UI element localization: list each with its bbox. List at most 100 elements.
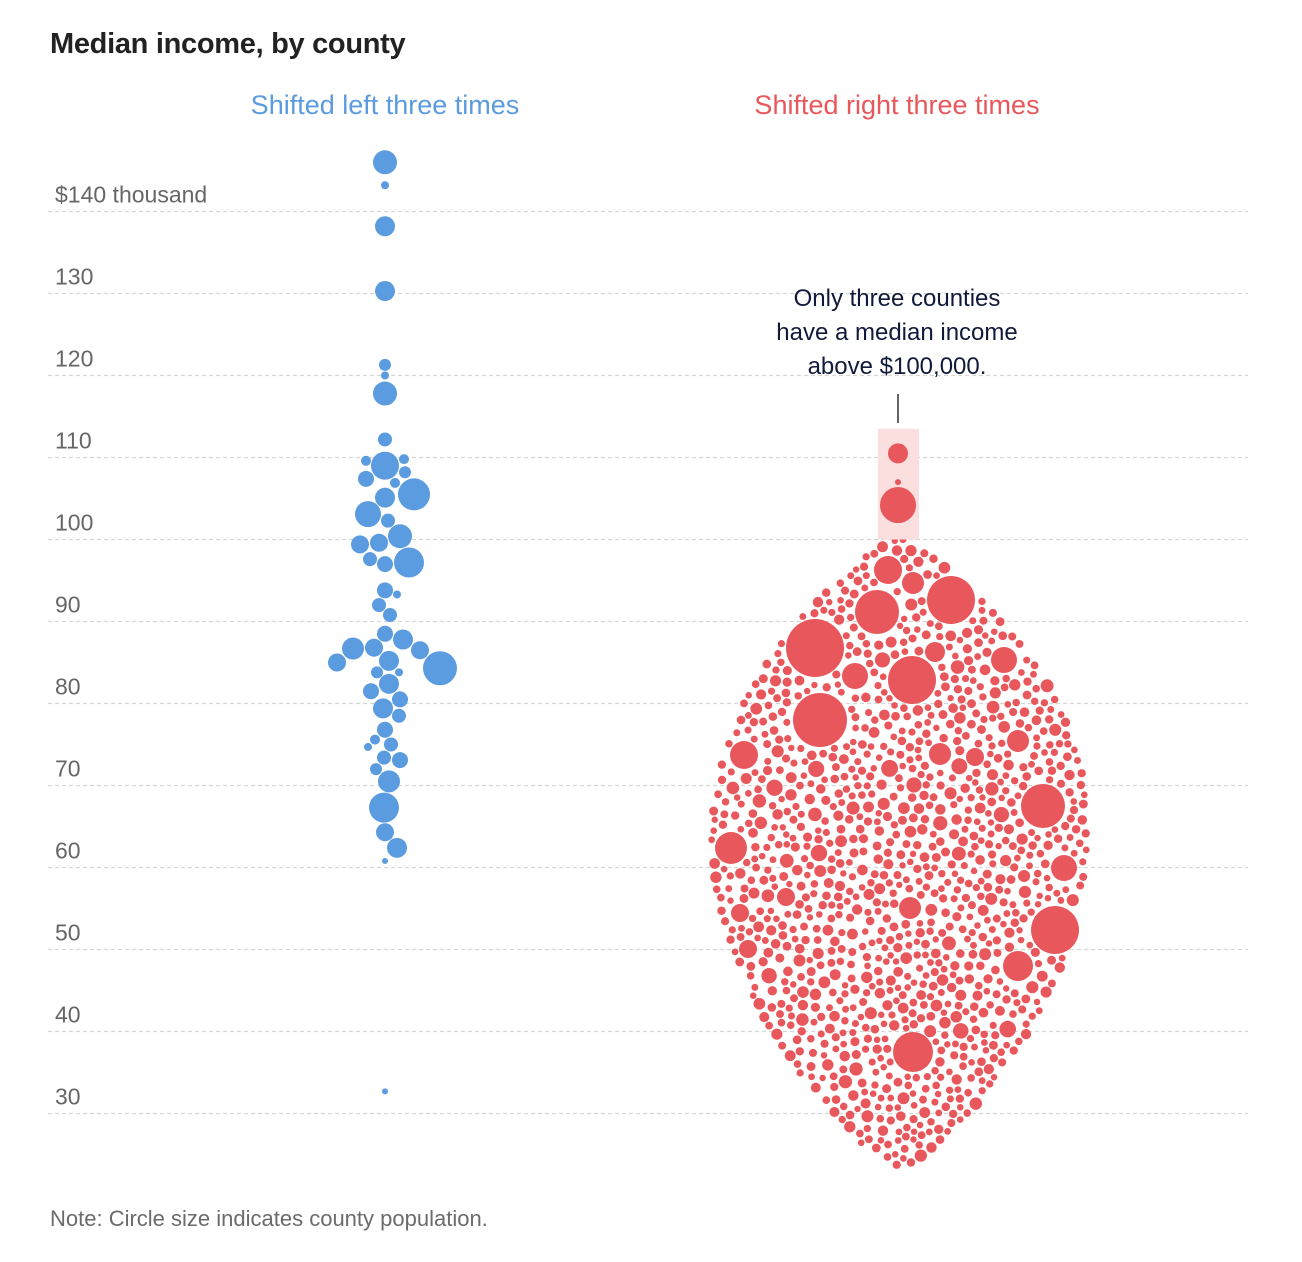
data-point (1015, 719, 1025, 728)
data-point (1004, 700, 1012, 708)
series-label-shifted-left: Shifted left three times (250, 90, 520, 120)
data-point (946, 1095, 954, 1103)
data-point (797, 1027, 806, 1036)
data-point (922, 729, 931, 739)
data-point (1000, 683, 1009, 692)
data-point (1040, 859, 1050, 869)
data-point (945, 630, 957, 642)
data-point (775, 953, 785, 963)
data-point (914, 721, 923, 729)
data-point (848, 948, 857, 957)
data-point (795, 1047, 804, 1056)
data-point (1027, 908, 1035, 916)
data-point (955, 989, 967, 1001)
data-point (982, 647, 992, 658)
data-point (819, 1074, 826, 1082)
data-point (922, 863, 930, 871)
data-point (936, 837, 945, 846)
data-point (1019, 914, 1028, 923)
data-point (848, 765, 856, 773)
data-point (996, 978, 1004, 985)
data-point (1045, 776, 1054, 784)
data-point (735, 868, 746, 879)
data-point (902, 626, 911, 635)
data-point (1079, 858, 1087, 866)
data-point (910, 1101, 918, 1109)
data-point (863, 750, 871, 758)
data-point (1028, 829, 1036, 837)
data-point (737, 800, 745, 808)
data-point (925, 801, 934, 810)
data-point (370, 533, 388, 552)
data-point (945, 922, 954, 931)
data-point (886, 838, 895, 847)
data-point (922, 972, 930, 979)
data-point (764, 757, 772, 765)
data-point (730, 741, 758, 769)
data-point (873, 854, 884, 864)
data-point (829, 803, 837, 811)
data-point (827, 855, 836, 863)
data-point (799, 613, 807, 621)
data-point (849, 834, 858, 844)
data-point (384, 737, 398, 752)
data-point (791, 935, 799, 943)
y-tick-label: 30 (55, 1084, 81, 1110)
data-point (837, 944, 846, 953)
data-point (951, 814, 962, 825)
data-point (1028, 760, 1035, 768)
data-point (810, 890, 818, 898)
data-point (976, 961, 985, 971)
data-point (919, 852, 930, 863)
data-point (849, 738, 857, 746)
data-point (944, 1127, 952, 1135)
data-point (803, 832, 813, 842)
data-point (393, 629, 413, 650)
data-point (852, 893, 860, 901)
data-point (763, 947, 774, 958)
data-point (794, 675, 805, 686)
beeswarm-chart: 30 40 50 60 70 80 90 100 110 120 130 $140 thousand O… (48, 150, 1248, 1169)
data-point (944, 1000, 952, 1008)
data-point (980, 1030, 989, 1039)
data-point (1026, 941, 1034, 949)
data-point (858, 834, 869, 844)
data-point (861, 1110, 874, 1123)
data-point (851, 1050, 861, 1060)
data-point (967, 1074, 975, 1082)
data-point (877, 1137, 885, 1144)
data-point (725, 739, 733, 748)
data-point (781, 688, 791, 698)
data-point (849, 1062, 863, 1076)
data-point (744, 789, 752, 797)
data-point (961, 825, 969, 833)
data-point (899, 762, 907, 770)
data-point (1022, 772, 1032, 781)
data-point (728, 926, 736, 934)
data-point (841, 1017, 849, 1025)
data-point (951, 758, 968, 775)
data-point (1073, 756, 1082, 764)
data-point (888, 656, 936, 704)
data-point (852, 566, 860, 573)
data-point (944, 878, 952, 886)
data-point (1009, 901, 1017, 909)
data-point (862, 1045, 870, 1053)
data-point (882, 958, 890, 965)
data-point (379, 650, 399, 671)
data-point (937, 1073, 945, 1081)
chart-title: Median income, by county (50, 28, 406, 60)
data-point (886, 935, 895, 945)
data-point (950, 895, 958, 903)
data-point (883, 848, 892, 857)
data-point (379, 673, 399, 694)
data-point (927, 918, 935, 927)
data-point (910, 1136, 917, 1143)
data-point (423, 651, 457, 686)
data-point (898, 991, 907, 1000)
data-point (797, 972, 805, 981)
data-point (821, 795, 831, 806)
data-point (961, 627, 973, 638)
data-point (846, 887, 854, 896)
data-point (836, 957, 845, 966)
